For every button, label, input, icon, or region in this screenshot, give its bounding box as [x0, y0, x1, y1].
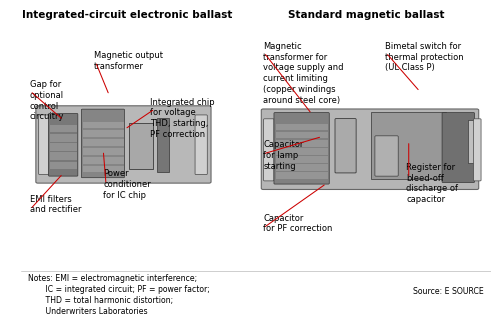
Text: Integrated chip
for voltage
THD, starting,
PF correction: Integrated chip for voltage THD, startin…: [150, 97, 215, 139]
FancyBboxPatch shape: [38, 115, 49, 174]
Text: Integrated-circuit electronic ballast: Integrated-circuit electronic ballast: [22, 10, 232, 20]
Bar: [50, 153, 76, 160]
Text: Magnetic output
transformer: Magnetic output transformer: [94, 51, 163, 71]
Bar: [83, 157, 124, 164]
FancyBboxPatch shape: [375, 136, 398, 176]
Text: Magnetic
transformer for
voltage supply and
current limiting
(copper windings
ar: Magnetic transformer for voltage supply …: [263, 42, 344, 105]
Bar: [50, 125, 76, 132]
Text: Capacitor
for PF correction: Capacitor for PF correction: [263, 214, 333, 234]
FancyBboxPatch shape: [81, 109, 124, 178]
Bar: [276, 156, 328, 163]
FancyBboxPatch shape: [261, 109, 479, 190]
Bar: [83, 148, 124, 155]
FancyBboxPatch shape: [474, 119, 481, 181]
FancyBboxPatch shape: [195, 115, 207, 174]
FancyBboxPatch shape: [335, 119, 356, 173]
FancyBboxPatch shape: [48, 113, 78, 176]
Text: Register for
bleed-off
discharge of
capacitor: Register for bleed-off discharge of capa…: [406, 163, 458, 204]
Bar: [129, 123, 153, 169]
Bar: [276, 140, 328, 147]
Bar: [83, 139, 124, 146]
Bar: [276, 132, 328, 138]
Bar: [83, 122, 124, 129]
Bar: [83, 131, 124, 137]
Bar: [50, 134, 76, 141]
Text: Bimetal switch for
thermal protection
(UL Class P): Bimetal switch for thermal protection (U…: [385, 42, 464, 72]
Text: Source: E SOURCE: Source: E SOURCE: [413, 287, 484, 296]
Bar: [276, 164, 328, 171]
Bar: [276, 124, 328, 131]
FancyBboxPatch shape: [274, 113, 329, 184]
Bar: [371, 113, 446, 179]
Text: Power
conditioner
for IC chip: Power conditioner for IC chip: [104, 169, 151, 200]
Bar: [276, 148, 328, 154]
Bar: [50, 162, 76, 169]
Text: Gap for
optional
control
circuitry: Gap for optional control circuitry: [30, 80, 64, 121]
Text: EMI filters
and rectifier: EMI filters and rectifier: [30, 195, 81, 214]
FancyBboxPatch shape: [442, 113, 474, 182]
Bar: [157, 118, 170, 172]
FancyBboxPatch shape: [264, 119, 274, 181]
Bar: [50, 143, 76, 151]
Bar: [468, 120, 475, 163]
Text: Standard magnetic ballast: Standard magnetic ballast: [288, 10, 445, 20]
Bar: [276, 172, 328, 179]
Bar: [83, 166, 124, 172]
Text: Capacitor
for lamp
starting: Capacitor for lamp starting: [263, 140, 304, 171]
Text: Notes: EMI = electromagnetic interference;
       IC = integrated circuit; PF = : Notes: EMI = electromagnetic interferenc…: [29, 274, 210, 317]
FancyBboxPatch shape: [36, 106, 211, 183]
